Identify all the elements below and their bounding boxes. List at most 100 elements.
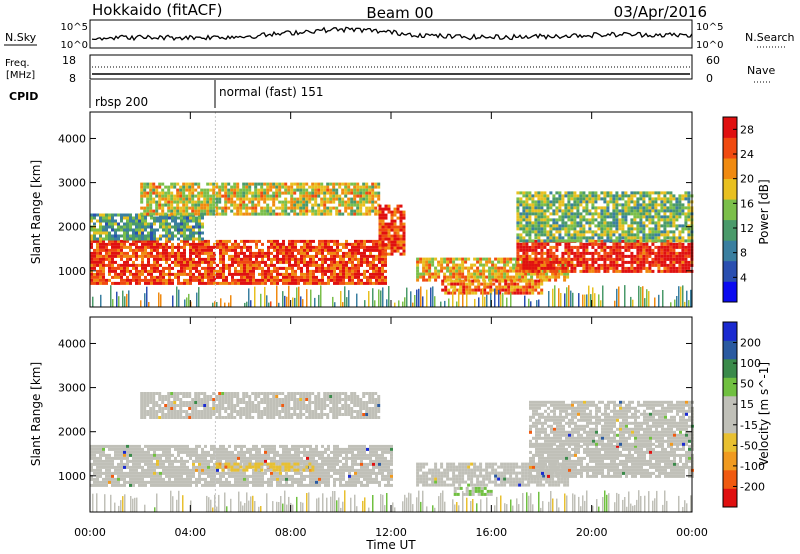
range-cell-band-7	[630, 239, 634, 243]
ground-scatter-cell	[172, 295, 174, 307]
range-cell-band-7	[630, 200, 634, 204]
range-cell-band-2	[344, 191, 348, 195]
range-cell-band-0	[171, 242, 174, 246]
range-cell-band-7	[594, 230, 598, 234]
range-cell-band-2	[278, 185, 282, 189]
range-cell-band-0	[342, 260, 345, 264]
range-cell-band-0	[153, 260, 156, 264]
range-cell-band-0	[249, 272, 252, 276]
range-cell-band-7	[576, 203, 580, 207]
range-cell-band-0	[93, 450, 96, 454]
range-cell-band-6	[594, 269, 598, 273]
range-cell-band-1	[159, 234, 162, 238]
range-cell-band-7	[585, 218, 589, 222]
range-cell-band-0	[99, 465, 102, 469]
range-cell-band-1	[162, 216, 165, 220]
range-cell-band-0	[108, 459, 111, 463]
range-cell-band-0	[375, 269, 378, 273]
range-cell-band-7	[666, 221, 670, 225]
range-cell-band-0	[303, 278, 306, 282]
range-cell-band-2	[323, 212, 327, 216]
ground-scatter-cell	[638, 285, 640, 307]
range-cell-band-2	[365, 182, 369, 186]
range-cell-band-0	[114, 254, 117, 258]
range-cell-band-0	[375, 245, 378, 249]
range-cell-band-7	[522, 236, 526, 240]
range-cell-band-2	[287, 185, 291, 189]
range-cell-band-0	[342, 242, 345, 246]
ground-scatter-cell	[414, 295, 416, 307]
ground-scatter-cell	[552, 288, 554, 307]
range-cell-band-7	[564, 191, 568, 195]
range-cell-band-0	[129, 465, 132, 469]
ground-scatter-cell	[372, 288, 374, 307]
range-cell-band-0	[285, 248, 288, 252]
range-cell-band-4	[458, 272, 462, 276]
range-cell-band-0	[171, 459, 174, 463]
range-cell-band-0	[309, 245, 312, 249]
range-cell-band-0	[141, 447, 144, 451]
range-cell-band-7	[681, 236, 685, 240]
range-cell-band-2	[146, 182, 150, 186]
range-cell-band-4	[494, 263, 498, 267]
range-cell-band-7	[642, 212, 646, 216]
range-cell-band-6	[678, 242, 682, 246]
range-cell-band-2	[167, 209, 171, 213]
range-cell-band-7	[654, 221, 658, 225]
range-cell-band-1	[99, 225, 102, 229]
range-cell-band-0	[123, 251, 126, 255]
range-cell-band-0	[162, 450, 165, 454]
range-cell-band-7	[639, 236, 643, 240]
range-cell-band-0	[261, 281, 264, 285]
range-cell-band-0	[201, 239, 204, 243]
range-cell-band-7	[669, 197, 673, 201]
range-cell-band-7	[627, 212, 631, 216]
range-cell-band-0	[183, 263, 186, 267]
range-cell-band-0	[267, 272, 270, 276]
range-cell-band-0	[345, 272, 348, 276]
range-cell-band-0	[159, 251, 162, 255]
range-cell-band-0	[285, 269, 288, 273]
range-cell-band-7	[621, 224, 625, 228]
range-cell-band-2	[185, 197, 189, 201]
range-cell-band-7	[612, 221, 616, 225]
range-cell-band-0	[228, 266, 231, 270]
range-cell-band-6	[567, 269, 571, 273]
range-cell-band-0	[252, 281, 255, 285]
range-cell-band-7	[543, 239, 547, 243]
range-cell-band-4	[422, 278, 426, 282]
range-cell-band-0	[261, 272, 264, 276]
range-cell-band-6	[534, 251, 538, 255]
range-cell-band-2	[167, 191, 171, 195]
range-cell-band-0	[276, 269, 279, 273]
range-cell-band-0	[297, 275, 300, 279]
range-cell-band-1	[126, 228, 129, 232]
range-cell-band-0	[189, 272, 192, 276]
range-cell-band-6	[582, 254, 586, 258]
range-cell-band-7	[579, 218, 583, 222]
range-cell-band-0	[210, 281, 213, 285]
range-cell-band-2	[218, 197, 222, 201]
range-cell-band-0	[219, 257, 222, 261]
range-cell-band-6	[645, 242, 649, 246]
range-cell-band-7	[669, 221, 673, 225]
range-cell-band-6	[687, 260, 691, 264]
range-cell-band-0	[300, 257, 303, 261]
range-cell-band-6	[576, 248, 580, 252]
range-cell-band-2	[368, 194, 372, 198]
range-cell-band-5	[489, 282, 493, 286]
range-cell-band-0	[207, 465, 210, 469]
range-cell-band-2	[224, 197, 228, 201]
range-cell-band-4	[509, 266, 513, 270]
range-cell-band-0	[285, 245, 288, 249]
range-cell-band-0	[270, 245, 273, 249]
range-cell-band-0	[186, 447, 189, 451]
range-cell-band-6	[522, 248, 526, 252]
range-cell-band-1	[201, 222, 204, 226]
range-cell-band-7	[663, 239, 667, 243]
range-cell-band-2	[356, 194, 360, 198]
range-cell-band-0	[144, 444, 147, 448]
range-cell-band-0	[195, 459, 198, 463]
range-cell-band-6	[531, 245, 535, 249]
ground-scatter-cell	[524, 295, 526, 307]
